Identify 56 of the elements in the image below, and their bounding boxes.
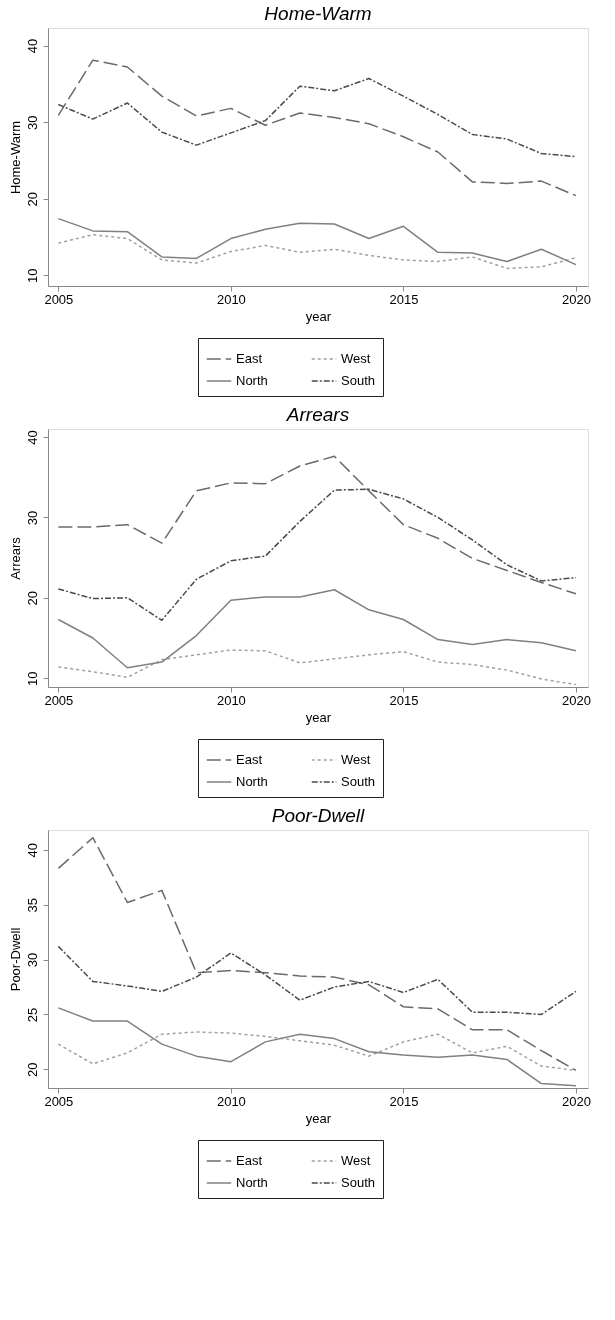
line-series <box>57 455 577 595</box>
legend-label: East <box>236 351 263 366</box>
x-tick-label: 2005 <box>44 1093 74 1109</box>
legend-label: South <box>341 1175 375 1190</box>
y-tick-label: 30 <box>24 115 40 130</box>
legend-label: East <box>236 752 263 767</box>
x-tick-label: 2020 <box>561 291 591 307</box>
x-tick-label: 2010 <box>216 692 246 708</box>
line-series <box>57 945 577 1016</box>
line-series <box>57 77 577 158</box>
y-axis-title: Poor-Dwell <box>7 927 23 992</box>
line-series <box>57 233 577 270</box>
line-series <box>57 488 577 622</box>
y-tick-label: 30 <box>24 952 40 968</box>
x-tick-label: 2010 <box>216 1093 246 1109</box>
y-tick-label: 20 <box>24 591 40 606</box>
y-tick-label: 10 <box>24 671 40 686</box>
chart-title: Arrears <box>285 404 350 425</box>
y-axis-title: Arrears <box>7 536 23 580</box>
x-axis-title: year <box>305 308 332 324</box>
y-tick-label: 20 <box>24 1062 40 1078</box>
x-tick-label: 2015 <box>389 291 419 307</box>
y-axis-title: Home-Warm <box>7 120 23 195</box>
legend-label: South <box>341 373 375 388</box>
y-tick-label: 35 <box>24 897 40 913</box>
line-series <box>57 589 577 669</box>
legend-label: North <box>236 373 268 388</box>
legend-label: South <box>341 774 375 789</box>
x-tick-label: 2015 <box>389 692 419 708</box>
x-tick-label: 2005 <box>44 291 74 307</box>
y-tick-label: 30 <box>24 510 40 526</box>
chart-title: Poor-Dwell <box>271 805 366 826</box>
line-series <box>57 217 577 266</box>
x-axis-title: year <box>305 709 332 725</box>
x-tick-label: 2020 <box>561 1093 591 1109</box>
y-tick-label: 20 <box>24 191 40 207</box>
y-tick-label: 10 <box>24 268 40 284</box>
x-tick-label: 2010 <box>216 291 246 307</box>
x-tick-label: 2005 <box>44 692 74 708</box>
line-series <box>57 649 577 686</box>
y-tick-label: 40 <box>24 430 40 445</box>
legend-label: West <box>341 752 371 767</box>
legend-label: East <box>236 1153 263 1168</box>
legend-label: North <box>236 774 268 789</box>
x-tick-label: 2015 <box>389 1093 419 1109</box>
legend-label: West <box>341 1153 371 1168</box>
y-tick-label: 40 <box>24 843 40 858</box>
x-tick-label: 2020 <box>561 692 591 708</box>
line-series <box>57 59 577 197</box>
legend-label: West <box>341 351 371 366</box>
x-axis-title: year <box>305 1110 332 1126</box>
y-tick-label: 40 <box>24 38 40 54</box>
y-tick-label: 25 <box>24 1007 40 1023</box>
legend-label: North <box>236 1175 268 1190</box>
line-series <box>57 836 577 1072</box>
chart-title: Home-Warm <box>264 3 372 24</box>
